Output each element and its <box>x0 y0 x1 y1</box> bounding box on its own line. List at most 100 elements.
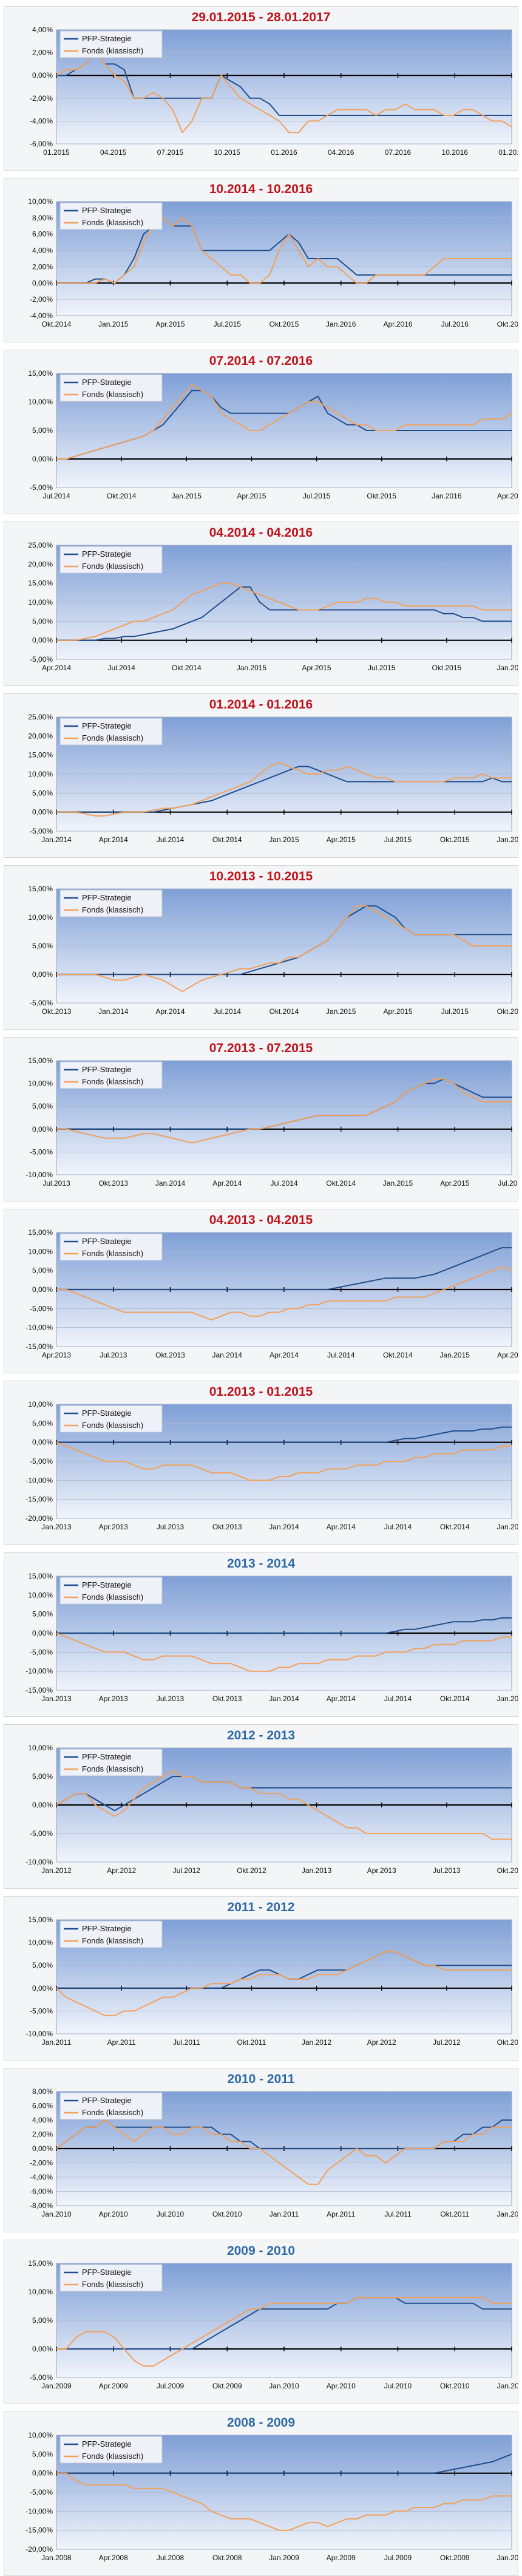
x-tick-label: Jul.2013 <box>100 1351 127 1359</box>
x-tick-label: Jul.2011 <box>384 2210 412 2218</box>
chart-panel: 2012 - 2013 10,00% 5,00% 0,00% -5,00% -10,00%… <box>4 1724 518 1889</box>
x-tick-label: Jan.2015 <box>172 492 202 500</box>
y-tick-label: -15,00% <box>25 1495 53 1504</box>
legend-fund-label: Fonds (klassisch) <box>82 1421 143 1430</box>
x-tick-label: Okt.2014 <box>326 1179 356 1188</box>
x-tick-label: Jul.2015 <box>214 320 242 328</box>
y-tick-label: 0,00% <box>32 455 53 463</box>
x-tick-label: Okt.2014 <box>383 1351 413 1359</box>
y-tick-label: 5,00% <box>32 2316 53 2325</box>
y-tick-label: 5,00% <box>32 789 53 797</box>
chart-panel: 2011 - 2012 15,00% 10,00% 5,00% 0,00% -5,00% -… <box>4 1896 518 2061</box>
legend-strategy-label: PFP-Strategie <box>82 1237 132 1246</box>
y-tick-label: -5,00% <box>30 1147 53 1156</box>
y-tick-label: -5,00% <box>30 1829 53 1838</box>
y-tick-label: -10,00% <box>25 2507 53 2515</box>
chart-panel: 2009 - 2010 15,00% 10,00% 5,00% 0,00% -5,00% J… <box>4 2240 518 2404</box>
y-tick-label: 15,00% <box>28 2259 53 2268</box>
legend-fund-label: Fonds (klassisch) <box>82 733 143 743</box>
chart-title: 2009 - 2010 <box>226 2244 296 2258</box>
y-tick-label: 0,00% <box>32 71 53 80</box>
y-tick-label: 10,00% <box>28 598 53 607</box>
y-tick-label: 6,00% <box>32 2102 53 2110</box>
x-tick-label: Apr.2010 <box>327 2382 356 2390</box>
x-tick-label: Apr.2012 <box>367 2038 396 2047</box>
x-tick-label: Apr.2014 <box>155 1007 185 1016</box>
legend-strategy-label: PFP-Strategie <box>82 893 132 902</box>
chart-panel: 10.2013 - 10.2015 15,00% 10,00% 5,00% 0,00% -… <box>4 865 518 1030</box>
x-tick-label: Jan.2014 <box>269 1694 299 1703</box>
x-tick-label: Okt.2015 <box>269 320 299 328</box>
chart-title: 2010 - 2011 <box>227 2072 295 2086</box>
x-tick-label: Jan.2015 <box>269 835 299 844</box>
y-tick-label: 10,00% <box>28 2431 53 2439</box>
x-tick-label: Okt.2014 <box>269 1007 299 1016</box>
x-tick-label: Jan.2012 <box>497 2210 518 2218</box>
series-line-fund <box>56 2297 512 2367</box>
y-tick-label: 4,00% <box>32 25 53 34</box>
x-tick-label: Jul.2015 <box>384 835 412 844</box>
legend-strategy-label: PFP-Strategie <box>82 206 132 215</box>
series-line-strategy <box>56 52 512 116</box>
x-tick-label: Apr.2012 <box>107 1866 136 1875</box>
x-tick-label: Jan.2015 <box>383 1179 413 1188</box>
x-tick-label: Jul.2014 <box>384 1523 412 1531</box>
x-tick-label: Apr.2014 <box>99 835 128 844</box>
y-tick-label: 25,00% <box>28 713 53 721</box>
series-line-fund <box>56 1441 512 1481</box>
x-tick-label: Jan.2015 <box>98 320 129 328</box>
y-tick-label: 4,00% <box>32 2116 53 2124</box>
y-tick-label: 5,00% <box>32 1419 53 1427</box>
y-tick-label: 2,00% <box>32 262 53 271</box>
chart-title: 2013 - 2014 <box>226 1557 296 1571</box>
x-tick-label: Jul.2010 <box>157 2210 185 2218</box>
x-tick-label: Apr.2016 <box>383 320 412 328</box>
legend-box <box>59 1233 163 1261</box>
chart-title: 10.2013 - 10.2015 <box>209 869 313 883</box>
x-tick-label: Apr.2013 <box>42 1351 71 1359</box>
x-tick-label: Jan.2012 <box>302 2038 332 2047</box>
y-tick-label: -10,00% <box>25 1324 53 1332</box>
y-tick-label: 0,00% <box>32 1629 53 1637</box>
y-tick-label: 0,00% <box>32 808 53 817</box>
y-tick-label: -5,00% <box>30 1648 53 1656</box>
chart-panel: 29.01.2015 - 28.01.2017 4,00% 2,00% 0,00% -2… <box>4 6 518 171</box>
x-tick-label: Apr.2013 <box>367 1866 396 1875</box>
x-tick-label: Okt.2014 <box>212 835 242 844</box>
x-tick-label: Jan.2009 <box>269 2554 299 2562</box>
x-tick-label: Okt.2013 <box>98 1179 128 1188</box>
x-tick-label: Jan.2011 <box>497 2382 518 2390</box>
series-line-fund <box>56 1770 512 1840</box>
series-line-fund <box>56 52 512 134</box>
legend-strategy-label: PFP-Strategie <box>82 1752 132 1761</box>
y-tick-label: 8,00% <box>32 214 53 222</box>
x-tick-label: Apr.2009 <box>99 2382 128 2390</box>
y-tick-label: -5,00% <box>30 1304 53 1313</box>
chart-title: 2011 - 2012 <box>227 1900 295 1914</box>
legend-fund-label: Fonds (klassisch) <box>82 46 143 55</box>
x-tick-label: Okt.2011 <box>237 2038 266 2047</box>
x-tick-label: Jul.2012 <box>433 2038 461 2047</box>
x-tick-label: Apr.2015 <box>155 320 185 328</box>
chart-title: 2008 - 2009 <box>226 2416 296 2430</box>
x-tick-label: Jul.2010 <box>384 2382 412 2390</box>
line-chart: 15,00% 10,00% 5,00% 0,00% -5,00%Jul.2014 Okt.… <box>28 369 518 500</box>
x-tick-label: Jan.2008 <box>41 2554 72 2562</box>
x-tick-label: Jan.2014 <box>212 1351 243 1359</box>
x-tick-label: Apr.2015 <box>302 664 331 672</box>
series-line-fund <box>56 582 512 641</box>
x-tick-label: Okt.2015 <box>367 492 396 500</box>
series-line-strategy <box>56 1426 512 1443</box>
line-chart: 10,00% 8,00% 6,00% 4,00% 2,00% 0,00% -2,00% -4,… <box>28 197 518 328</box>
y-tick-label: -15,00% <box>25 1342 53 1351</box>
x-tick-label: Okt.2009 <box>212 2382 242 2390</box>
x-tick-label: Jul.2008 <box>157 2554 185 2562</box>
x-tick-label: Okt.2014 <box>107 492 137 500</box>
series-line-fund <box>56 1633 512 1672</box>
y-tick-label: -5,00% <box>30 827 53 835</box>
x-tick-label: Apr.2011 <box>327 2210 355 2218</box>
x-tick-label: Okt.2013 <box>497 1866 518 1875</box>
x-tick-label: Jan.2013 <box>41 1694 72 1703</box>
series-line-strategy <box>56 586 512 641</box>
legend-strategy-label: PFP-Strategie <box>82 378 132 387</box>
